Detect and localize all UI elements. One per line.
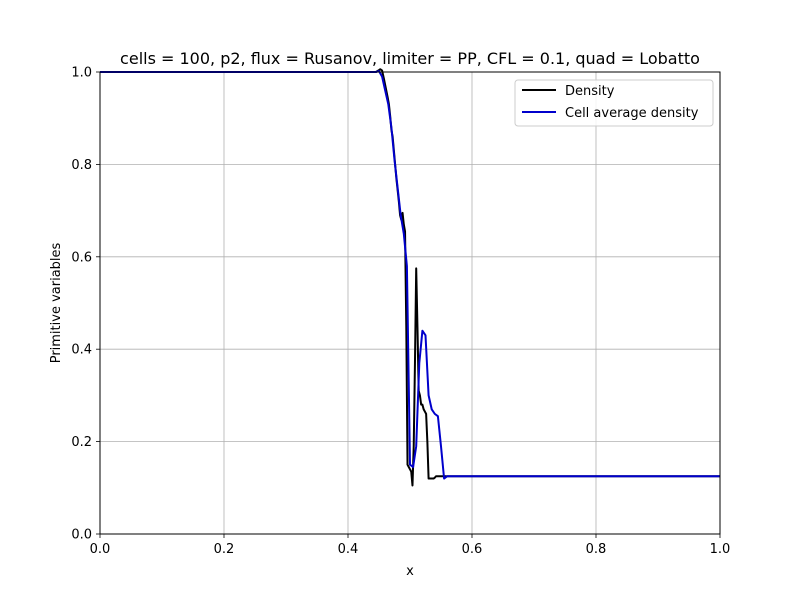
x-tick-label: 0.6 xyxy=(462,542,483,557)
x-tick-label: 0.2 xyxy=(214,542,235,557)
x-tick-label: 1.0 xyxy=(710,542,731,557)
x-tick-label: 0.8 xyxy=(586,542,607,557)
legend-box xyxy=(514,79,714,127)
y-tick-label: 1.0 xyxy=(71,66,92,81)
series-line-cell-average-density xyxy=(100,70,720,480)
legend: Density Cell average density xyxy=(514,79,714,127)
y-tick-label: 0.0 xyxy=(71,528,92,543)
plot-lines xyxy=(100,68,720,487)
x-tick-label: 0.4 xyxy=(338,542,359,557)
y-tick-label: 0.4 xyxy=(71,343,92,358)
axis-ticks: 0.0 0.2 0.4 0.6 0.8 1.0 0.0 0.2 0.4 0.6 0.8 1.0 xyxy=(71,66,730,558)
y-axis-label: Primitive variables xyxy=(49,242,64,363)
chart-title: cells = 100, p2, flux = Rusanov, limiter… xyxy=(120,49,700,68)
y-tick-label: 0.8 xyxy=(71,158,92,173)
legend-label: Cell average density xyxy=(565,106,699,121)
grid-lines xyxy=(99,71,721,535)
plot-frame xyxy=(99,71,721,535)
y-tick-label: 0.2 xyxy=(71,435,92,450)
x-tick-label: 0.0 xyxy=(90,542,111,557)
y-tick-label: 0.6 xyxy=(71,250,92,265)
x-axis-label: x xyxy=(406,564,414,579)
legend-label: Density xyxy=(565,84,615,99)
